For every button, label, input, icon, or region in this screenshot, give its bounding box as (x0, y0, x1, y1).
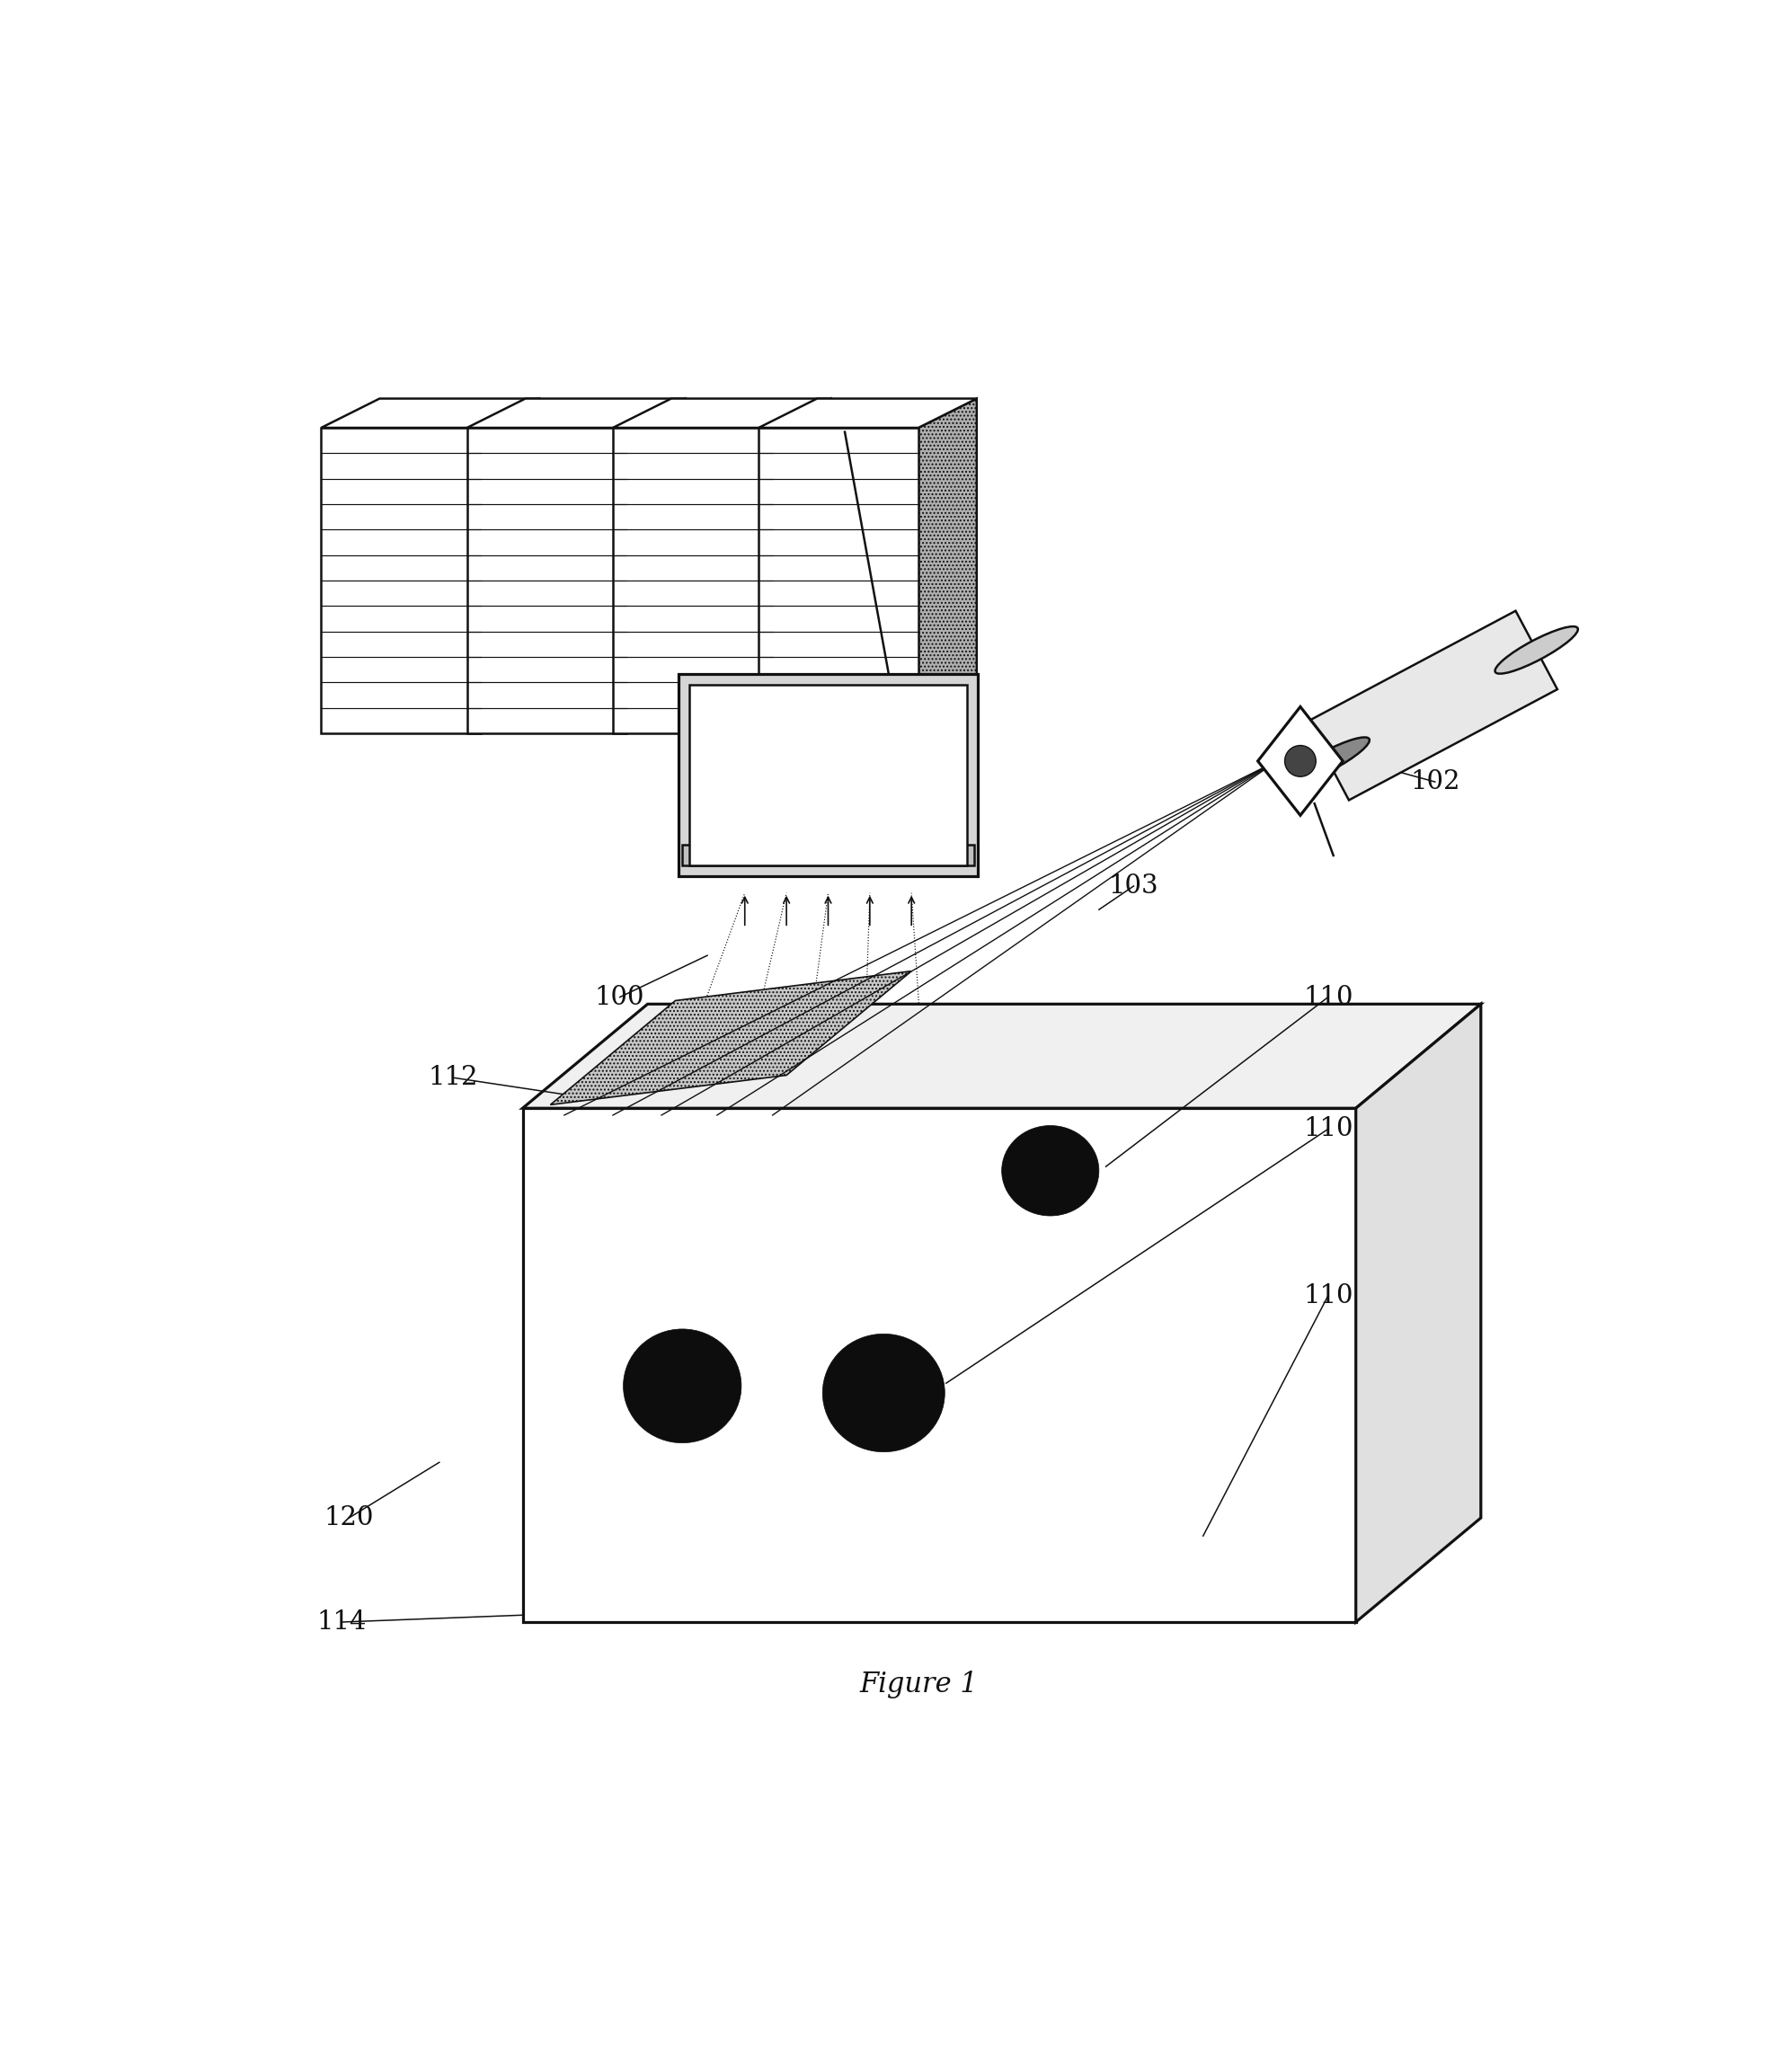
Polygon shape (523, 1109, 1357, 1623)
Polygon shape (321, 428, 480, 732)
Bar (683, 843, 975, 866)
Polygon shape (758, 399, 977, 428)
Text: Figure 1: Figure 1 (858, 1670, 978, 1699)
Circle shape (1285, 745, 1315, 778)
Polygon shape (627, 399, 685, 732)
Text: 103: 103 (1109, 874, 1159, 899)
Text: 112: 112 (428, 1066, 478, 1090)
Polygon shape (1306, 611, 1557, 800)
Polygon shape (613, 399, 831, 428)
Polygon shape (468, 428, 627, 732)
Polygon shape (1357, 1004, 1480, 1623)
Text: 102: 102 (1410, 769, 1460, 794)
Polygon shape (918, 399, 977, 732)
Polygon shape (321, 399, 539, 428)
Polygon shape (772, 399, 831, 732)
Ellipse shape (823, 1333, 944, 1452)
Polygon shape (758, 428, 918, 732)
Polygon shape (523, 1004, 1480, 1109)
Text: 110: 110 (1303, 1117, 1353, 1142)
Text: 110: 110 (1303, 985, 1353, 1010)
Ellipse shape (1287, 736, 1369, 784)
Ellipse shape (624, 1329, 742, 1442)
Polygon shape (480, 399, 539, 732)
Polygon shape (468, 399, 685, 428)
Ellipse shape (1002, 1125, 1098, 1216)
Bar (690, 685, 968, 866)
Polygon shape (613, 428, 772, 732)
Bar (677, 673, 978, 876)
Text: 101: 101 (1443, 708, 1493, 732)
Polygon shape (1258, 708, 1342, 815)
Polygon shape (550, 971, 912, 1105)
Ellipse shape (1495, 627, 1579, 675)
Text: 114: 114 (317, 1609, 367, 1635)
Text: 120: 120 (324, 1506, 375, 1530)
Text: 100: 100 (595, 985, 645, 1010)
Text: 110: 110 (1303, 1284, 1353, 1308)
